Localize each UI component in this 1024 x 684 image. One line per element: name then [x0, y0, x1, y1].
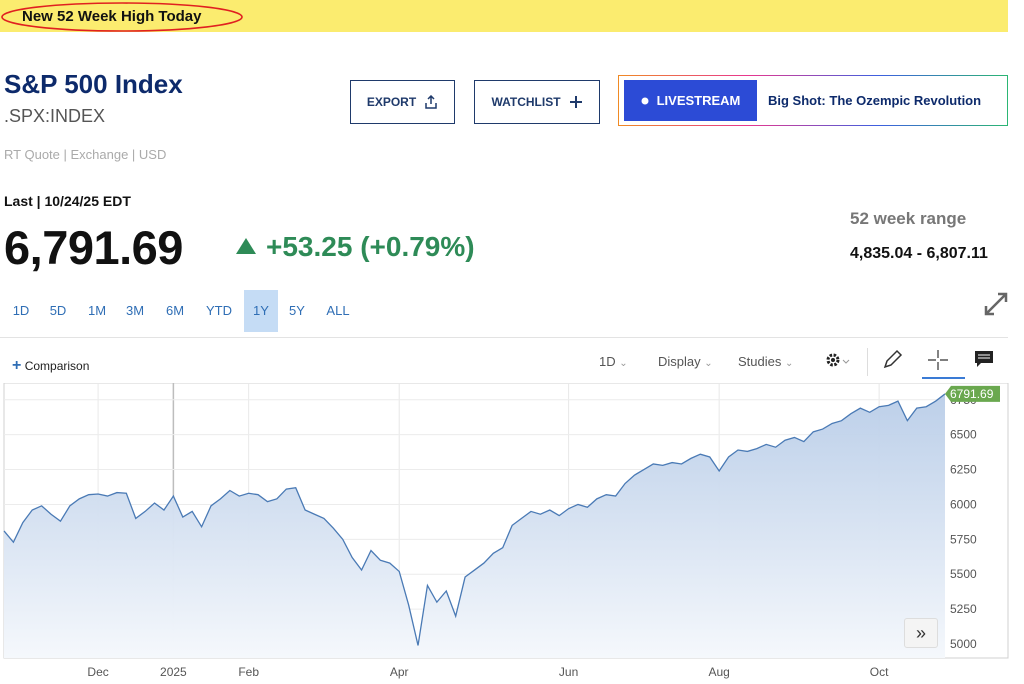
time-range-tab[interactable]: 3M [125, 303, 145, 318]
time-range-tab[interactable]: 1D [12, 303, 30, 318]
export-label: EXPORT [366, 95, 417, 109]
area [4, 393, 945, 658]
plus: + [12, 357, 22, 374]
watchlist-button[interactable]: WATCHLIST [474, 80, 600, 124]
range-label: 52 week range [850, 209, 967, 228]
y-tick-label: 5000 [950, 637, 977, 651]
x-tick-label: Jun [559, 665, 578, 679]
crosshair-active [922, 377, 965, 379]
studies-label: Studies [738, 354, 782, 369]
livestream-button[interactable]: LIVESTREAM [624, 80, 757, 121]
display-label: Display [658, 354, 701, 369]
settings-icon[interactable] [824, 351, 854, 371]
banner-text: New 52 Week High Today [22, 8, 202, 25]
display-button[interactable]: Display ⌄ [658, 354, 713, 369]
time-range-tab[interactable]: 1Y [244, 290, 278, 332]
plus-icon [569, 96, 582, 108]
live-dot [641, 97, 649, 104]
highlight-ellipse [1, 2, 243, 32]
y-tick-label: 6500 [950, 428, 977, 442]
export-button[interactable]: EXPORT [350, 80, 455, 124]
y-tick-label: 5250 [950, 602, 977, 616]
crosshair-icon[interactable] [926, 348, 950, 372]
x-tick-label: Oct [870, 665, 889, 679]
x-tick-label: Apr [390, 665, 409, 679]
expand-icon[interactable] [982, 290, 1010, 318]
time-range-tab[interactable]: ALL [326, 303, 350, 318]
interval-label: 1D [599, 354, 616, 369]
studies-button[interactable]: Studies ⌄ [738, 354, 794, 369]
x-tick-label: 2025 [160, 665, 187, 679]
toolbar-divider [867, 348, 868, 376]
banner [0, 0, 1008, 32]
promo-box[interactable]: LIVESTREAM Big Shot: The Ozempic Revolut… [618, 75, 1008, 126]
export-icon [425, 95, 437, 109]
x-tick-label: Aug [708, 665, 729, 679]
last-tag-label: 6791.69 [950, 387, 994, 401]
y-tick-label: 5750 [950, 532, 977, 546]
y-tick-label: 6250 [950, 463, 977, 477]
last-tag [945, 385, 1000, 402]
range-value: 4,835.04 - 6,807.11 [850, 245, 988, 262]
y-tick-label: 6000 [950, 497, 977, 511]
separator [0, 337, 1008, 338]
up-arrow [236, 238, 256, 254]
time-range-tab[interactable]: 5Y [289, 303, 305, 318]
x-tick-label: Dec [87, 665, 108, 679]
price: 6,791.69 [4, 221, 183, 274]
chart: Dec 2025 Feb Apr Jun Aug Oct 5000 5250 5500 5750 60… [3, 383, 1009, 679]
x-tick-label: Feb [238, 665, 259, 679]
interval-button[interactable]: 1D ⌄ [599, 354, 628, 369]
quote-info: RT Quote | Exchange | USD [4, 147, 167, 162]
symbol: .SPX:INDEX [4, 106, 106, 126]
title: S&P 500 Index [4, 69, 183, 99]
y-tick-label: 5500 [950, 567, 977, 581]
time-range-tab[interactable]: 6M [165, 303, 185, 318]
scroll-button[interactable]: » [904, 618, 938, 648]
draw-icon[interactable] [882, 348, 904, 370]
livestream-label: LIVESTREAM [656, 93, 741, 108]
banner-highlight [1, 2, 243, 32]
change: +53.25 (+0.79%) [266, 231, 475, 262]
comment-icon[interactable] [973, 349, 995, 369]
price-line [3, 393, 946, 646]
time-range-tab[interactable]: YTD [206, 303, 232, 318]
watchlist-label: WATCHLIST [491, 95, 561, 109]
last-label: Last | 10/24/25 EDT [4, 193, 131, 209]
comparison-button[interactable]: + Comparison [12, 357, 89, 375]
comparison-label: Comparison [24, 359, 90, 373]
time-range-tab[interactable]: 1M [87, 303, 107, 318]
promo-text[interactable]: Big Shot: The Ozempic Revolution [768, 93, 982, 108]
time-range-tab[interactable]: 5D [49, 303, 67, 318]
